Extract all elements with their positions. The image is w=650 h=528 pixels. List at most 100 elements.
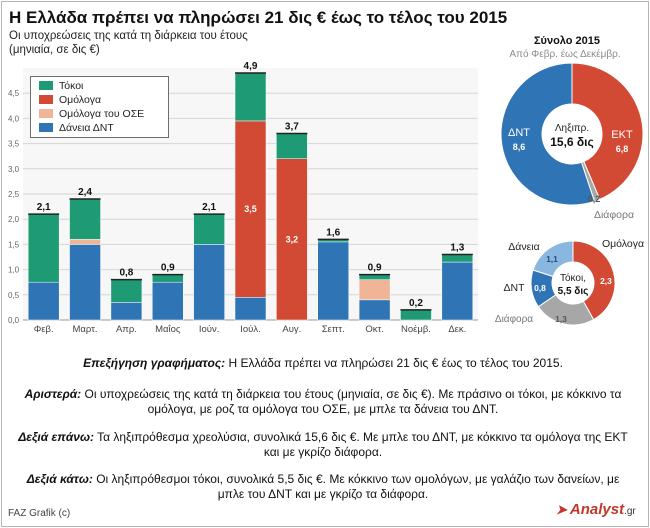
explanation-left-label: Αριστερά: — [24, 387, 82, 401]
legend-label-ose-bonds: Ομόλογα του ΟΣΕ — [59, 108, 145, 120]
bar-segment — [69, 239, 101, 245]
bar-segment — [152, 274, 184, 283]
x-tick-label: Οκτ. — [365, 324, 384, 335]
pie-total-slice — [500, 62, 596, 206]
x-tick-label: Δεκ. — [448, 324, 466, 335]
x-tick-label: Νοέμβ. — [401, 324, 431, 335]
pie-total-name-ecb: ΕΚΤ — [611, 129, 633, 141]
bar-total-label: 0,9 — [161, 263, 175, 274]
pie-total-name-other: Διάφορα — [594, 209, 634, 221]
legend-swatch-interest — [39, 81, 53, 90]
x-tick-label: Μαΐος — [155, 324, 181, 335]
legend-swatch-ose-bonds — [39, 109, 53, 118]
pie-interest-value-bonds: 2,3 — [600, 276, 612, 286]
explanation-top-right: Δεξιά επάνω: Τα ληξιπρόθεσμα χρεολύσια, … — [12, 430, 634, 460]
bar-segment — [27, 281, 60, 321]
x-tick-label: Μαρτ. — [73, 324, 98, 335]
bar-legend: Τόκοι Ομόλογα Ομόλογα του ΟΣΕ Δάνεια ΔΝΤ — [30, 76, 169, 138]
bar-total-label: 2,1 — [202, 202, 216, 213]
chart-title: Η Ελλάδα πρέπει να πληρώσει 21 δις € έως… — [9, 8, 508, 27]
legend-label-imf-loans: Δάνεια ΔΝΤ — [59, 122, 114, 134]
pie-total-slice — [571, 62, 644, 200]
pie-interest-name-other: Διάφορα — [495, 313, 533, 325]
y-tick-label: 3,5 — [8, 140, 20, 149]
pie-total-value-imf: 8,6 — [513, 142, 526, 152]
y-tick-label: 4,0 — [8, 114, 20, 123]
bar-segment — [152, 281, 184, 321]
legend-item-bonds: Ομόλογα — [39, 94, 101, 107]
analyst-logo[interactable]: ➤ Analyst.gr — [556, 501, 636, 518]
explanation-bottom-right: Δεξιά κάτω: Οι ληξιπρόθεσμοι τόκοι, συνο… — [12, 472, 634, 502]
explanation-main-text: Η Ελλάδα πρέπει να πληρώσει 21 δις € έως… — [225, 356, 563, 370]
subtitle-line-1: Οι υποχρεώσεις της κατά τη διάρκεια του … — [9, 30, 248, 42]
bar-segment — [441, 254, 474, 263]
explanation-bottom-right-text: Οι ληξιπρόθεσμοι τόκοι, συνολικά 5,5 δις… — [92, 472, 620, 501]
source-credit: FAZ Grafik (c) — [8, 508, 71, 519]
pie-total-name-imf: ΔΝΤ — [508, 127, 530, 139]
bar-total-label: 2,1 — [37, 202, 51, 213]
y-tick-label: 4,5 — [8, 89, 20, 98]
bar-segment — [234, 72, 267, 122]
y-tick-label: 2,0 — [8, 215, 20, 224]
pie-interest-value-imf: 0,8 — [534, 283, 546, 293]
bar-segment — [110, 302, 143, 321]
subtitle-line-2: (μηνιαία, σε δις €) — [9, 44, 100, 56]
legend-item-imf-loans: Δάνεια ΔΝΤ — [39, 122, 114, 135]
explanation-top-right-text: Τα ληξιπρόθεσμα χρεολύσια, συνολικά 15,6… — [93, 430, 628, 459]
legend-item-interest: Τόκοι — [39, 80, 83, 93]
pie-interest-value-other: 1,3 — [555, 314, 567, 324]
explanation-main-label: Επεξήγηση γραφήματος: — [83, 356, 226, 370]
bar-total-label: 0,2 — [409, 298, 423, 309]
bar-total-label: 1,6 — [326, 227, 340, 238]
bar-segment — [69, 244, 101, 321]
bar-total-label: 4,9 — [244, 61, 258, 72]
pie-total-center-value: 15,6 δις — [550, 135, 594, 149]
pie-interest-center-value: 5,5 δις — [558, 286, 589, 297]
chart-subtitle: Οι υποχρεώσεις της κατά τη διάρκεια του … — [9, 29, 248, 57]
bar-segment — [234, 120, 267, 298]
pie-interest-slice — [532, 240, 574, 278]
pie-interest-center-label: Τόκοι, — [560, 272, 586, 284]
bar-segment — [276, 158, 308, 321]
logo-arrow-icon: ➤ — [556, 502, 567, 517]
bar-total-label: 2,4 — [78, 187, 92, 198]
logo-suffix: .gr — [624, 506, 636, 517]
bar-segment — [27, 213, 60, 283]
y-tick-label: 1,5 — [8, 240, 20, 249]
explanation-bottom-right-label: Δεξιά κάτω: — [26, 472, 93, 486]
bar-segment — [276, 133, 308, 159]
y-tick-label: 3,0 — [8, 165, 20, 174]
bar-segment — [193, 244, 225, 321]
bar-total-label: 0,9 — [368, 263, 382, 274]
pie-interest-slice — [572, 240, 616, 321]
explanation-main: Επεξήγηση γραφήματος: Η Ελλάδα πρέπει να… — [12, 356, 634, 371]
bar-segment — [234, 297, 267, 321]
pie-total-center-label: Ληξιπρ. — [555, 123, 589, 134]
pie-interest-name-imf: ΔΝΤ — [503, 282, 525, 294]
bar-inner-label: 3,5 — [244, 204, 257, 214]
bar-segment — [358, 274, 391, 280]
bar-total-label: 0,8 — [119, 268, 133, 279]
legend-label-bonds: Ομόλογα — [59, 94, 102, 106]
bar-segment — [441, 261, 474, 321]
y-tick-label: 0,0 — [8, 316, 20, 325]
pie-interest-name-loans: Δάνεια — [508, 241, 539, 253]
legend-item-ose-bonds: Ομόλογα του ΟΣΕ — [39, 108, 144, 121]
pie-total-subtitle: Από Φεβρ. έως Δεκέμβρ. — [509, 49, 621, 60]
explanation-left-text: Οι υποχρεώσεις της κατά τη διάρκεια του … — [81, 387, 622, 416]
x-tick-label: Ιούλ. — [240, 324, 261, 335]
bar-segment — [358, 279, 391, 301]
legend-swatch-imf-loans — [39, 123, 53, 132]
bar-total-label: 3,7 — [285, 122, 299, 133]
bar-segment — [317, 241, 349, 321]
legend-swatch-bonds — [39, 95, 53, 104]
x-tick-label: Απρ. — [116, 324, 137, 335]
x-tick-label: Ιούν. — [199, 324, 220, 335]
pie-interest-value-loans: 1,1 — [546, 254, 558, 264]
y-tick-label: 1,0 — [8, 266, 20, 275]
bar-segment — [400, 309, 432, 321]
bar-segment — [358, 299, 391, 321]
pie-interest-name-bonds: Ομόλογα — [602, 238, 644, 250]
legend-label-interest: Τόκοι — [59, 80, 84, 92]
